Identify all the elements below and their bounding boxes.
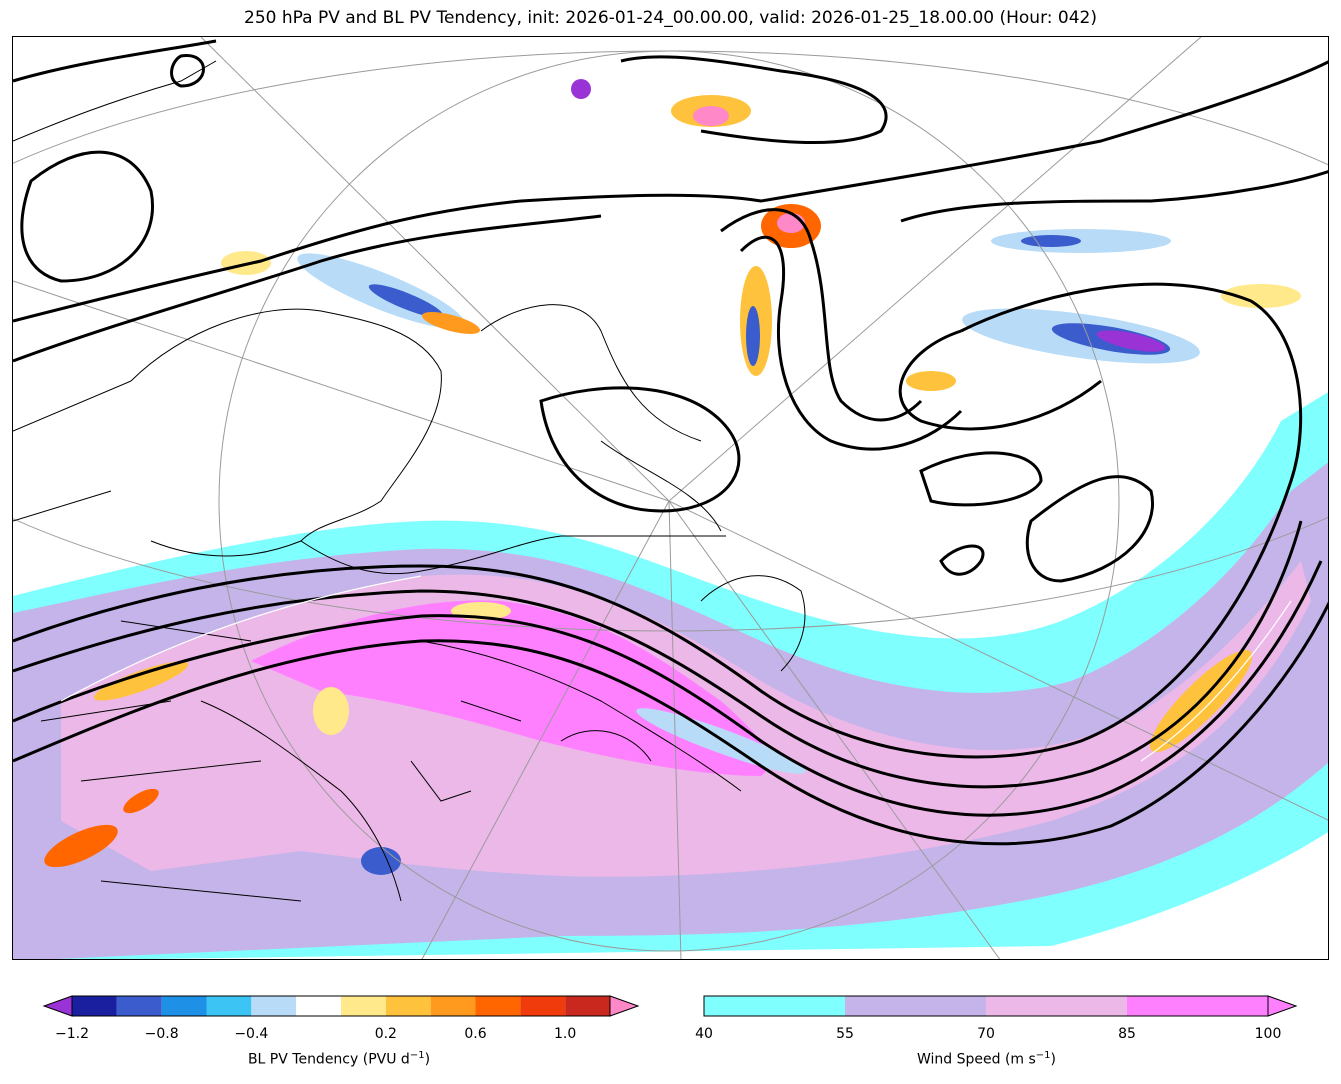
pv-label-end: ) bbox=[424, 1051, 431, 1068]
ws-label-text: Wind Speed (m s bbox=[916, 1051, 1036, 1068]
pv-colorbar-segment bbox=[161, 996, 207, 1016]
pv-colorbar-segment bbox=[520, 996, 566, 1016]
ws-tick-label: 40 bbox=[695, 1026, 713, 1042]
ws-colorbar-segment bbox=[1127, 996, 1268, 1016]
coastlines bbox=[13, 60, 806, 902]
pv-colorbar-segment bbox=[116, 996, 162, 1016]
ws-label-end: ) bbox=[1050, 1051, 1057, 1068]
ws-tick-label: 55 bbox=[836, 1026, 854, 1042]
pv-colorbar-segment bbox=[206, 996, 252, 1016]
plot-title: 250 hPa PV and BL PV Tendency, init: 202… bbox=[244, 8, 1097, 28]
ws-tick-label: 85 bbox=[1118, 1026, 1136, 1042]
pv-colorbar-segment bbox=[251, 996, 297, 1016]
pv-tendency-colorbar bbox=[42, 995, 640, 1017]
pv-tick-label: −0.4 bbox=[234, 1026, 269, 1042]
pv-label-text: BL PV Tendency (PVU d bbox=[247, 1051, 410, 1068]
pv-tendency-colorbar-label: BL PV Tendency (PVU d−1) bbox=[40, 1050, 638, 1068]
pv-tick-label: 1.0 bbox=[554, 1026, 577, 1042]
pv-tick-label: −0.8 bbox=[144, 1026, 179, 1042]
pv-colorbar-segment bbox=[565, 996, 610, 1016]
pv-colorbar-segment bbox=[341, 996, 386, 1016]
ws-colorbar-max-extend bbox=[1267, 995, 1298, 1017]
ws-colorbar-segment bbox=[986, 996, 1127, 1016]
ws-tick-label: 100 bbox=[1254, 1026, 1282, 1042]
map-panel bbox=[12, 36, 1329, 960]
wind-speed-colorbar bbox=[703, 995, 1298, 1017]
pv-tick-label: 0.2 bbox=[374, 1026, 397, 1042]
ws-label-sup: −1 bbox=[1035, 1050, 1051, 1061]
wind-speed-colorbar-label: Wind Speed (m s−1) bbox=[704, 1050, 1269, 1068]
pv-label-sup: −1 bbox=[409, 1050, 425, 1061]
pv-colorbar-segment bbox=[385, 996, 431, 1016]
pv-tick-label: 0.6 bbox=[464, 1026, 487, 1042]
map-canvas bbox=[13, 37, 1328, 959]
pv-tendency-shading bbox=[44, 79, 1301, 875]
pv-contours bbox=[13, 39, 1328, 846]
pv-colorbar-min-extend bbox=[42, 995, 73, 1017]
ws-colorbar-segment bbox=[704, 996, 845, 1016]
pv-colorbar-max-extend bbox=[609, 995, 640, 1017]
pv-colorbar-segment bbox=[72, 996, 117, 1016]
ws-colorbar-segment bbox=[845, 996, 986, 1016]
pv-colorbar-segment bbox=[296, 996, 341, 1016]
ws-tick-label: 70 bbox=[977, 1026, 995, 1042]
pv-tick-label: −1.2 bbox=[55, 1026, 89, 1042]
pv-colorbar-segment bbox=[475, 996, 521, 1016]
wind-speed-shading bbox=[13, 392, 1328, 959]
pv-colorbar-segment bbox=[430, 996, 476, 1016]
